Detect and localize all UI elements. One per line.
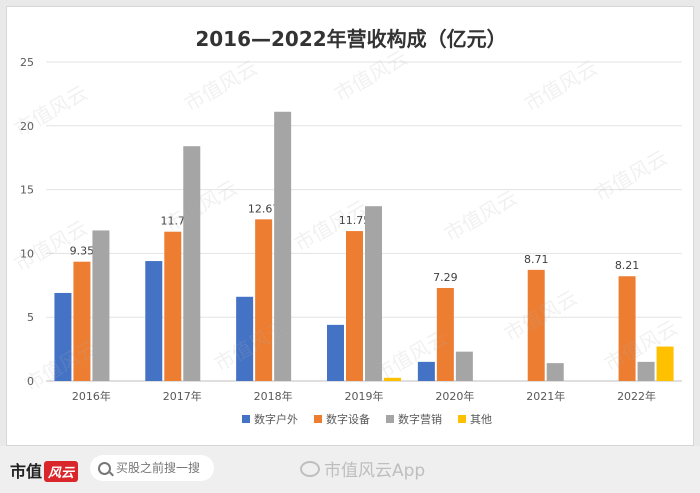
logo-badge: 风云 <box>44 461 79 482</box>
x-tick-label: 2020年 <box>435 389 474 403</box>
bar <box>73 261 91 381</box>
search-icon <box>98 462 111 475</box>
bar <box>527 269 545 381</box>
x-tick-label: 2019年 <box>345 389 384 403</box>
data-label: 9.35 <box>70 245 95 258</box>
data-label: 11.75 <box>339 214 371 227</box>
footer-bar: 市值 风云 买股之前搜一搜 <box>0 446 700 493</box>
chart-title: 2016—2022年营收构成（亿元） <box>195 27 507 51</box>
x-tick-label: 2021年 <box>526 389 565 403</box>
legend-label: 其他 <box>470 413 492 426</box>
data-label: 11.7 <box>161 215 186 228</box>
bar <box>274 111 292 381</box>
bar <box>183 146 201 381</box>
y-tick-label: 0 <box>27 375 34 388</box>
bar <box>365 206 382 381</box>
legend-label: 数字户外 <box>254 412 298 426</box>
search-input[interactable]: 买股之前搜一搜 <box>90 455 214 481</box>
bar <box>384 377 401 381</box>
x-tick-label: 2017年 <box>163 389 202 403</box>
legend-swatch <box>458 415 466 423</box>
weibo-icon <box>300 461 320 477</box>
weibo-watermark: 市值风云App <box>300 456 425 481</box>
bar <box>546 363 564 381</box>
x-tick-label: 2018年 <box>254 389 293 403</box>
bar <box>164 231 182 381</box>
x-tick-label: 2016年 <box>72 389 111 403</box>
bar <box>637 361 655 381</box>
legend-swatch <box>242 415 250 423</box>
brand-logo[interactable]: 市值 风云 <box>10 458 79 482</box>
bar <box>656 346 674 381</box>
data-label: 8.71 <box>524 253 549 266</box>
y-tick-label: 25 <box>20 56 34 69</box>
legend-label: 数字设备 <box>326 412 370 426</box>
y-tick-label: 15 <box>20 184 34 197</box>
bar <box>346 231 363 381</box>
search-placeholder: 买股之前搜一搜 <box>116 461 201 475</box>
legend-swatch <box>314 415 322 423</box>
y-tick-label: 10 <box>20 247 34 260</box>
x-tick-label: 2022年 <box>617 389 656 403</box>
bar <box>236 296 254 381</box>
bar <box>417 361 435 381</box>
legend-swatch <box>386 415 394 423</box>
data-label: 7.29 <box>433 271 458 284</box>
bar <box>436 287 454 381</box>
legend-label: 数字营销 <box>398 412 442 426</box>
bar <box>255 219 273 381</box>
data-label: 12.67 <box>248 202 280 215</box>
weibo-text: 市值风云App <box>324 461 426 481</box>
logo-text: 市值 <box>10 462 43 481</box>
bar <box>92 230 110 381</box>
data-label: 8.21 <box>615 259 640 272</box>
bar <box>327 324 344 381</box>
bar <box>54 292 72 381</box>
bar <box>145 261 163 381</box>
y-tick-label: 20 <box>20 120 34 133</box>
y-tick-label: 5 <box>27 311 34 324</box>
bar-chart: 0 5 10 15 20 25 9.35 2016年 11.7 2017年 12.67 2018年 11… <box>20 56 682 426</box>
bar <box>455 351 473 381</box>
bar <box>618 276 636 381</box>
